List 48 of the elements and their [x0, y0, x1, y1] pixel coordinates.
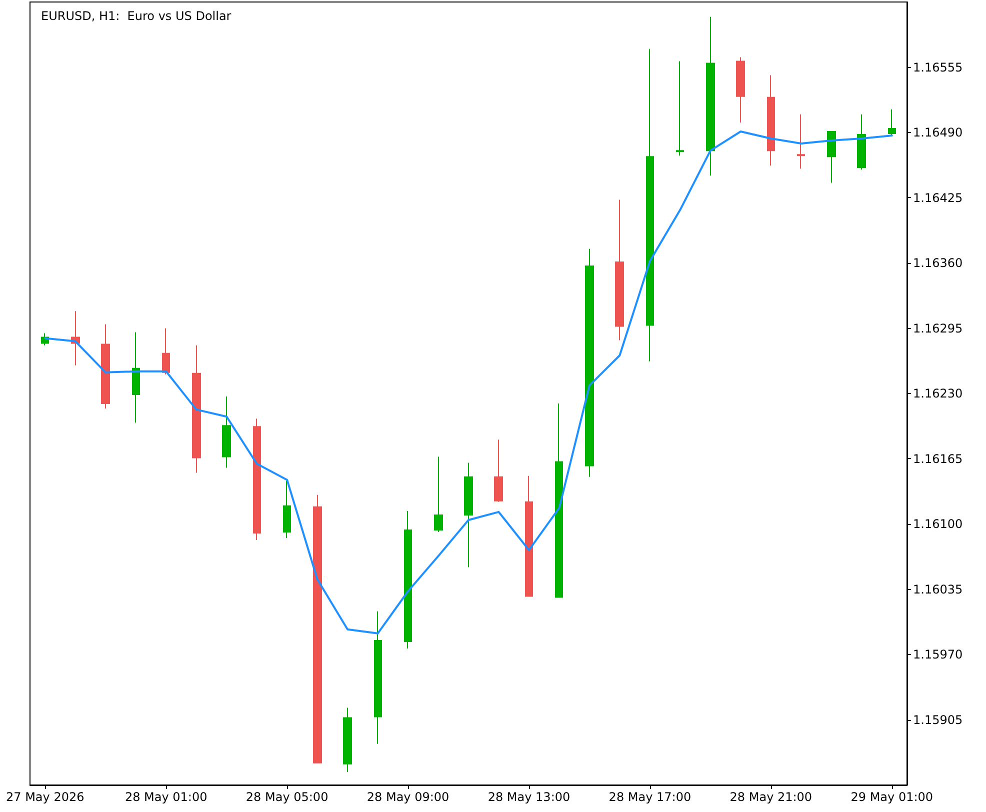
candlestick [464, 462, 473, 568]
candlestick [313, 494, 322, 764]
candlestick [797, 114, 805, 170]
candlestick [162, 328, 170, 375]
candlestick [343, 707, 352, 772]
text: EURUSD, H1: Euro vs US Dollar [41, 9, 232, 23]
y-tick-label: 1.16555 [913, 60, 963, 74]
candlestick [646, 48, 654, 362]
candlestick [494, 439, 503, 502]
x-tick-label: 28 May 05:00 [246, 790, 328, 804]
candlestick [736, 56, 745, 123]
candlestick [253, 418, 261, 541]
candlestick [192, 344, 201, 474]
candlestick [827, 130, 836, 184]
x-tick-label: 28 May 01:00 [124, 790, 208, 804]
x-tick-label: 28 May 21:00 [730, 790, 812, 804]
candlestick [555, 403, 563, 598]
x-tick-label: 28 May 13:00 [488, 790, 570, 804]
candlestick [525, 475, 533, 597]
candlestick [767, 74, 775, 166]
y-tick-label: 1.16490 [913, 126, 963, 140]
y-tick-label: 1.15905 [913, 712, 963, 727]
candlestick [101, 324, 110, 410]
candlestick [434, 456, 443, 533]
x-tick-label: 27 May 2026 [6, 790, 84, 804]
candlestick [222, 396, 231, 468]
candlestick [615, 199, 624, 341]
candlestick [283, 480, 291, 539]
candlestick [676, 60, 684, 156]
y-tick-label: 1.16230 [913, 386, 963, 400]
y-tick-label: 1.16360 [913, 256, 963, 270]
candlestick [132, 332, 140, 424]
candlestick [374, 610, 382, 744]
candlestick [585, 248, 594, 478]
y-tick-label: 1.16425 [913, 190, 963, 205]
candlestick [706, 16, 715, 176]
y-tick-label: 1.16295 [913, 321, 963, 336]
y-tick-label: 1.16165 [913, 452, 963, 466]
y-tick-label: 1.15970 [913, 648, 963, 662]
x-tick-label: 28 May 09:00 [366, 790, 450, 804]
line-series [44, 130, 893, 634]
candlestick [404, 510, 412, 649]
x-tick-label: 29 May 01:00 [850, 790, 934, 804]
candlestick [888, 108, 896, 136]
y-tick-label: 1.16100 [913, 517, 963, 531]
x-tick-label: 28 May 17:00 [608, 790, 692, 804]
y-tick-label: 1.16035 [913, 582, 963, 596]
candlestick [857, 114, 866, 170]
